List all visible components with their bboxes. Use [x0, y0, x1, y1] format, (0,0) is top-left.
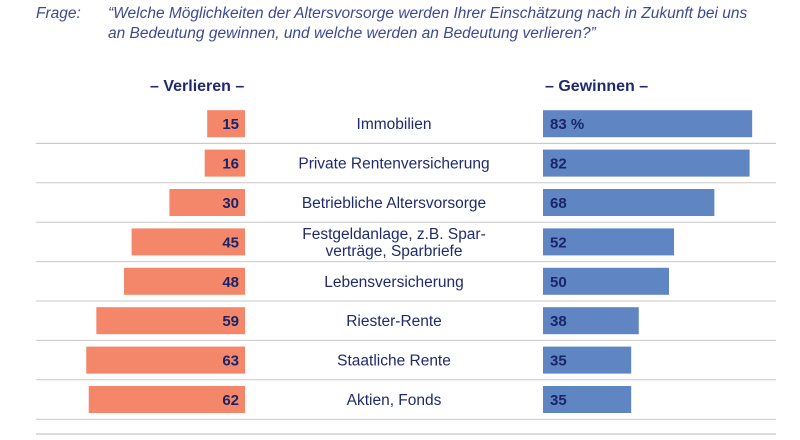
bar-lose: [204, 149, 245, 177]
bar-lose-label: 30: [222, 195, 239, 212]
category-label: Staatliche Rente: [337, 353, 451, 370]
bar-gain: [543, 149, 750, 177]
bar-gain: [543, 307, 639, 335]
bar-gain-label: 68: [550, 195, 567, 212]
bar-gain: [543, 110, 753, 138]
category-label: Festgeldanlage, z.B. Spar-verträge, Spar…: [302, 226, 486, 260]
category-label: Immobilien: [357, 116, 432, 133]
category-label: Aktien, Fonds: [347, 392, 442, 409]
bar-gain-label: 82: [550, 156, 567, 173]
bar-lose: [124, 267, 245, 295]
bar-gain-label: 38: [550, 313, 567, 330]
bar-lose-label: 62: [222, 392, 239, 409]
bar-lose-label: 63: [222, 353, 239, 370]
question: Frage: “Welche Möglichkeiten der Altersv…: [36, 4, 776, 42]
bar-lose: [88, 386, 245, 413]
bar-gain: [543, 386, 632, 413]
legend-lose: – Verlieren –: [150, 78, 245, 95]
bar-gain: [543, 346, 632, 374]
bar-lose-label: 15: [222, 116, 239, 133]
category-label: Lebensversicherung: [324, 274, 464, 291]
bar-gain-label: 35: [550, 353, 567, 370]
bar-lose: [96, 307, 245, 335]
question-label: Frage:: [36, 5, 81, 22]
bar-gain-label: 50: [550, 274, 567, 291]
bar-gain-label: 52: [550, 234, 567, 251]
category-label: Betriebliche Altersvorsorge: [302, 195, 486, 212]
bar-lose: [169, 189, 245, 216]
bar-lose-label: 48: [222, 274, 239, 291]
bar-lose-label: 59: [222, 313, 239, 330]
bar-lose: [86, 346, 246, 374]
bar-gain: [543, 228, 675, 256]
bar-lose-label: 45: [222, 234, 239, 251]
question-text: “Welche Möglichkeiten der Altersvorsorge…: [108, 5, 748, 42]
category-label: Private Rentenversicherung: [298, 156, 489, 173]
bar-gain-label: 35: [550, 392, 567, 409]
bar-lose: [207, 110, 245, 138]
bar-lose: [131, 228, 245, 256]
bar-gain: [543, 267, 669, 295]
bar-gain-label: 83 %: [550, 116, 584, 133]
category-label: Riester-Rente: [346, 313, 442, 330]
bar-lose-label: 16: [222, 156, 239, 173]
bar-gain: [543, 189, 715, 216]
legend-gain: – Gewinnen –: [545, 78, 649, 95]
